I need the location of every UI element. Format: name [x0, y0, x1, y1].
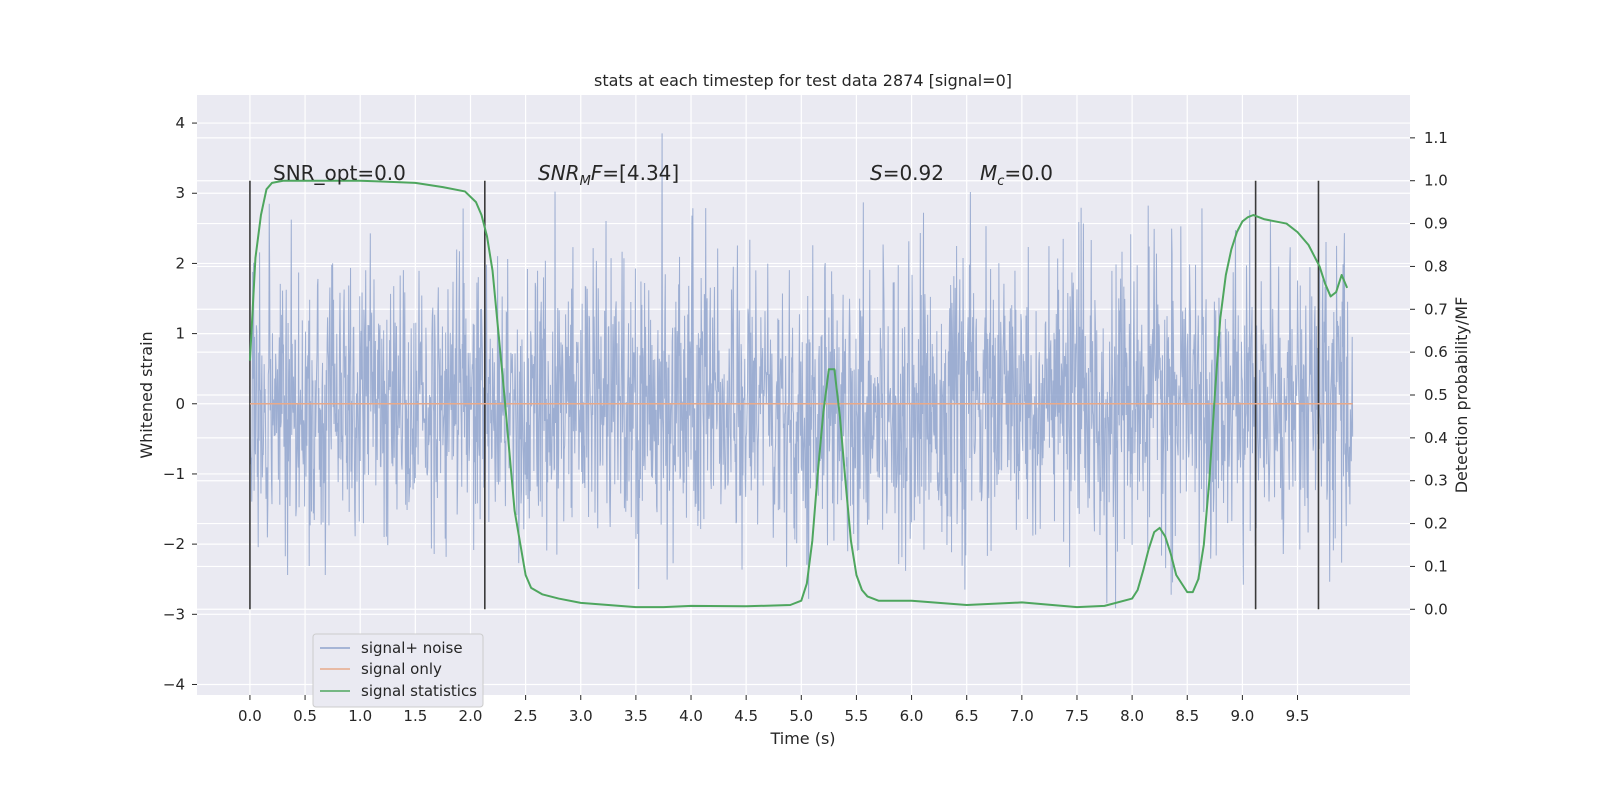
x-tick-label: 1.0	[348, 707, 372, 725]
annotation-s-value: =0.92	[883, 161, 944, 185]
y2-tick-label: 0.4	[1424, 429, 1448, 447]
y2-tick-label: 0.9	[1424, 215, 1448, 233]
series-line-statistics	[248, 179, 1349, 609]
x-tick-label: 8.0	[1120, 707, 1144, 725]
y2-tick-label: 0.0	[1424, 600, 1448, 618]
y-tick-labels: 4 3 2 1 0 −1 −2 −3 −4	[163, 114, 197, 693]
legend-label-stats: signal statistics	[361, 682, 477, 700]
x-tick-label: 4.5	[734, 707, 758, 725]
grid-lines	[197, 95, 1410, 695]
y2-tick-label: 0.7	[1424, 300, 1448, 318]
y-tick-label: −2	[163, 535, 185, 553]
y-tick-label: 4	[175, 114, 185, 132]
x-tick-label: 9.0	[1230, 707, 1254, 725]
y2-axis-label: Detection probability/MF	[1452, 297, 1471, 494]
legend-label-noise: signal+ noise	[361, 639, 463, 657]
y-axis-label: Whitened strain	[137, 331, 156, 458]
x-tick-label: 7.5	[1065, 707, 1089, 725]
annotation-snr-mf: SNRMF=[4.34]	[538, 161, 679, 189]
x-tick-label: 3.5	[624, 707, 648, 725]
x-tick-label: 6.0	[900, 707, 924, 725]
y-tick-label: 0	[175, 395, 185, 413]
signal-noise-series	[249, 133, 1354, 609]
x-tick-label: 2.5	[514, 707, 538, 725]
annotation-s: S=0.92	[870, 161, 944, 185]
x-tick-label: 7.0	[1010, 707, 1034, 725]
x-tick-label: 5.0	[789, 707, 813, 725]
x-tick-label: 5.5	[845, 707, 869, 725]
x-tick-label: 3.0	[569, 707, 593, 725]
annotation-mc: Mc=0.0	[980, 161, 1053, 189]
series-lines	[248, 179, 1353, 609]
x-tick-label: 0.5	[293, 707, 317, 725]
chart-title: stats at each timestep for test data 287…	[594, 71, 1012, 90]
y-tick-label: −3	[163, 605, 185, 623]
legend-label-signal: signal only	[361, 660, 442, 678]
annotation-snr-opt: SNR_opt=0.0	[273, 161, 406, 185]
y2-tick-label: 0.3	[1424, 472, 1448, 490]
x-tick-label: 6.5	[955, 707, 979, 725]
y2-tick-label: 0.6	[1424, 343, 1448, 361]
x-axis-label: Time (s)	[769, 729, 835, 748]
x-tick-label: 2.0	[459, 707, 483, 725]
x-tick-label: 1.5	[403, 707, 427, 725]
y2-tick-label: 0.5	[1424, 386, 1448, 404]
vertical-markers	[249, 180, 1320, 610]
y-tick-label: 2	[175, 254, 185, 272]
y2-tick-label: 0.1	[1424, 557, 1448, 575]
y-tick-label: 3	[175, 184, 185, 202]
y2-tick-label: 0.8	[1424, 257, 1448, 275]
legend-box	[312, 633, 484, 708]
y2-tick-labels: 1.1 1.0 0.9 0.8 0.7 0.6 0.5 0.4 0.3 0.2 0.1 0.0	[1410, 129, 1448, 618]
annotation-mc-value: =0.0	[1004, 161, 1053, 185]
x-tick-label: 9.5	[1286, 707, 1310, 725]
x-tick-label: 8.5	[1175, 707, 1199, 725]
y2-tick-label: 1.0	[1424, 172, 1448, 190]
y-tick-label: −1	[163, 465, 185, 483]
x-tick-label: 0.0	[238, 707, 262, 725]
legend: signal+ noise signal only signal statist…	[312, 633, 484, 708]
y2-tick-label: 1.1	[1424, 129, 1448, 147]
annotation-snr-mf-value: =[4.34]	[602, 161, 679, 185]
x-tick-labels: 0.0 0.5 1.0 1.5 2.0 2.5 3.0 3.5 4.0 4.5 5.0 5.5 6.0 6…	[238, 695, 1309, 725]
x-tick-label: 4.0	[679, 707, 703, 725]
series-line-noise	[249, 133, 1354, 609]
y-tick-label: 1	[175, 325, 185, 343]
y-tick-label: −4	[163, 675, 185, 693]
y2-tick-label: 0.2	[1424, 515, 1448, 533]
